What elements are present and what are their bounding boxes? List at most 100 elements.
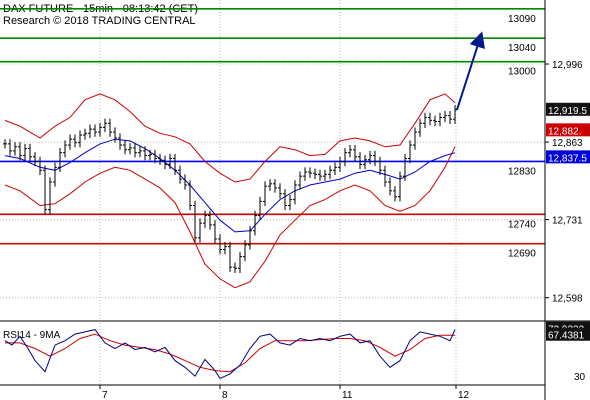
price-bar: [348, 145, 352, 158]
price-bar: [343, 147, 347, 167]
moving-average: [4, 138, 456, 233]
rsi-title: RSI14 - 9MA: [3, 330, 61, 341]
price-bar: [223, 241, 227, 255]
price-bar: [133, 143, 137, 158]
price-bar: [283, 189, 287, 211]
price-bar: [323, 169, 327, 181]
price-bar: [203, 210, 207, 228]
price-bar: [138, 146, 142, 158]
rsi-line: [4, 329, 456, 380]
price-bar: [378, 156, 382, 175]
rsi-tag-1-text: 67.4381: [548, 331, 585, 342]
price-bar: [423, 112, 427, 128]
price-bar: [268, 179, 272, 191]
level-label-12740: 12740: [508, 219, 536, 230]
level-label-13090: 13090: [508, 14, 536, 25]
price-tag-2-text: 12,837.5: [548, 153, 587, 164]
price-tag-0-text: 12,919.5: [548, 106, 587, 117]
price-bar: [403, 153, 407, 181]
price-series: [3, 31, 485, 289]
price-bar: [193, 200, 197, 243]
price-bar: [388, 177, 392, 196]
price-bar: [358, 152, 362, 170]
price-bar: [238, 251, 242, 274]
x-tick-label: 12: [458, 390, 470, 400]
level-label-13040: 13040: [508, 43, 536, 54]
price-bar: [303, 167, 307, 181]
price-bar: [93, 124, 97, 137]
rsi-tick-label: 30: [574, 372, 586, 383]
price-bar: [108, 118, 112, 137]
price-bar: [73, 134, 77, 148]
price-bar: [243, 240, 247, 262]
price-bar: [163, 155, 167, 170]
price-bar: [438, 112, 442, 127]
price-bar: [128, 143, 132, 155]
price-bar: [353, 145, 357, 162]
price-bar: [23, 143, 27, 161]
price-bar: [373, 150, 377, 167]
price-bar: [453, 105, 457, 124]
price-bar: [8, 139, 12, 156]
price-bar: [83, 128, 87, 140]
y-tick-label: 12,598: [552, 294, 583, 305]
price-tag-1-bg: [546, 123, 590, 137]
price-bar: [168, 153, 172, 170]
price-tag-1: 12,882.: [546, 123, 590, 137]
forecast-arrow: [456, 31, 485, 111]
y-tick-label: 12,863: [552, 138, 583, 149]
price-bar: [13, 142, 17, 156]
rsi-tag-1-bg: [546, 327, 590, 341]
price-bar: [318, 169, 322, 181]
price-bar: [118, 133, 122, 150]
price-bar: [63, 140, 67, 158]
price-bar: [333, 162, 337, 175]
price-bar: [288, 194, 292, 211]
price-bar: [153, 149, 157, 164]
price-bar: [233, 262, 237, 274]
level-label-13000: 13000: [508, 67, 536, 78]
x-tick-label: 7: [102, 390, 108, 400]
price-bar: [383, 165, 387, 187]
price-bar: [273, 179, 277, 193]
price-bar: [263, 181, 267, 207]
price-bar: [363, 155, 367, 170]
price-tag-0: 12,919.5: [546, 102, 590, 117]
rsi-ma-line: [5, 333, 455, 373]
price-bar: [258, 196, 262, 221]
price-bar: [143, 146, 147, 161]
price-bar: [158, 153, 162, 165]
price-bar: [368, 150, 372, 165]
price-bar: [188, 180, 192, 211]
rsi-tag-1: 67.4381: [546, 327, 590, 342]
bollinger-upper: [4, 93, 456, 183]
price-bar: [208, 210, 212, 230]
rsi-series: [0, 320, 590, 380]
price-bar: [178, 165, 182, 184]
price-bar: [413, 127, 417, 150]
price-bar: [113, 127, 117, 143]
price-bar: [148, 149, 152, 161]
price-bar: [443, 110, 447, 123]
price-bar: [28, 143, 32, 162]
price-bar: [48, 177, 52, 215]
price-bar: [183, 174, 187, 190]
price-tag-2: 12,837.5: [546, 150, 590, 164]
price-bar: [38, 156, 42, 175]
price-bar: [33, 152, 37, 167]
price-bar: [218, 234, 222, 255]
price-bar: [338, 156, 342, 173]
price-bar: [68, 134, 72, 150]
price-bar: [58, 147, 62, 173]
price-bar: [53, 162, 57, 187]
x-tick-label: 8: [222, 390, 228, 400]
price-bar: [293, 180, 297, 205]
level-lines: 13090 13040 13000 12830 12740 12690: [0, 8, 545, 260]
price-bar: [433, 115, 437, 127]
price-bar: [103, 118, 107, 133]
price-bar: [298, 171, 302, 190]
price-bar: [448, 110, 452, 124]
price-bar: [43, 165, 47, 215]
price-bar: [98, 122, 102, 137]
